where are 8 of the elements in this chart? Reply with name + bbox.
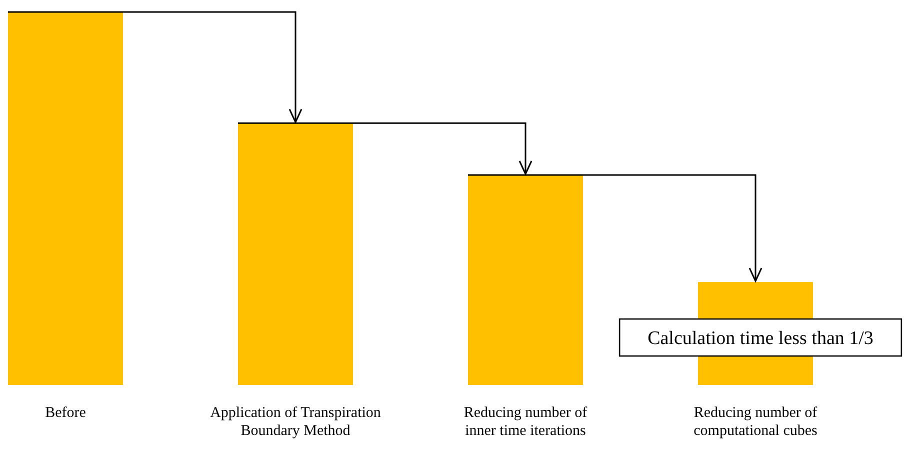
x-tick-label: Before — [45, 405, 86, 421]
x-tick-label: Application of Transpiration Boundary Method — [210, 405, 382, 439]
bar — [238, 123, 353, 385]
x-tick-label: Reducing number of inner time iterations — [464, 405, 588, 439]
x-tick-label: Reducing number of computational cubes — [694, 405, 818, 439]
bar — [468, 175, 583, 385]
annotation: Calculation time less than 1/3 — [648, 328, 874, 349]
bar — [8, 12, 123, 385]
